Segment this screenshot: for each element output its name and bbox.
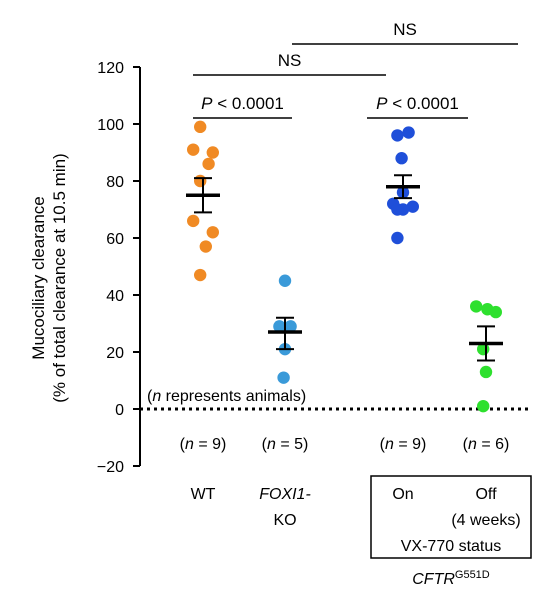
y-axis-label: Mucociliary clearance (% of total cleara… [29,153,69,402]
y-tick-label: 60 [106,231,124,248]
data-point [278,274,292,287]
y-axis-ticks: −20 0 20 40 60 80 100 120 [97,60,140,476]
data-point [194,268,207,282]
x-label-on: On [392,486,413,503]
data-point [479,365,493,379]
x-label-off-line1: Off [475,486,497,503]
data-groups [186,120,503,413]
x-label-off-line2: (4 weeks) [451,512,520,529]
data-point [391,231,404,245]
data-point [391,203,404,216]
zero-line-label-n: n [152,388,161,405]
comparison-brackets: P < 0.0001 P < 0.0001 NS NS [193,20,518,119]
data-point [206,226,219,239]
cftr-g551d-label: CFTRG551D [412,569,490,588]
x-label-foxi1-ko-line1: FOXI1- [259,486,311,503]
y-tick-label: 100 [97,117,124,134]
data-point [406,200,419,213]
data-point [395,152,408,165]
n-label: (n = 6) [463,436,510,453]
y-tick-label: 80 [106,174,124,191]
group-3 [469,300,503,413]
data-point [477,399,490,413]
data-point [187,214,200,228]
vx770-status-box [370,475,532,559]
x-axis-labels: WT FOXI1- KO On Off (4 weeks) VX-770 sta… [191,475,532,588]
data-point [202,157,215,171]
comparison-label: P < 0.0001 [201,94,284,113]
data-point [402,126,415,139]
data-point [391,129,404,142]
x-label-wt: WT [191,486,216,503]
comparison-label: NS [393,20,417,39]
data-point [206,146,219,159]
x-label-foxi1-ko-line2: KO [273,512,296,529]
data-point [194,174,207,188]
y-tick-label: −20 [97,459,124,476]
group-0 [186,120,220,282]
y-axis-label-line2: (% of total clearance at 10.5 min) [50,153,69,402]
y-tick-label: 120 [97,60,124,77]
data-point [284,320,297,333]
group-2 [386,126,420,245]
data-point [273,320,286,333]
n-label: (n = 5) [262,436,309,453]
data-point [277,371,290,384]
data-point [187,143,200,156]
data-point [199,240,212,253]
n-label: (n = 9) [180,436,227,453]
comparison-label: P < 0.0001 [376,94,459,113]
group-1 [268,274,302,384]
zero-line-label: (n represents animals) [147,388,306,405]
y-axis-label-line1: Mucociliary clearance [29,196,48,359]
y-tick-label: 40 [106,288,124,305]
data-point [194,120,207,134]
vx770-status-label: VX-770 status [401,538,502,555]
data-point [470,300,483,313]
y-tick-label: 0 [115,402,124,419]
y-tick-label: 20 [106,345,124,362]
comparison-label: NS [278,51,302,70]
n-label: (n = 9) [380,436,427,453]
data-point [489,305,502,319]
n-labels: (n = 9) (n = 5) (n = 9) (n = 6) [180,436,510,453]
